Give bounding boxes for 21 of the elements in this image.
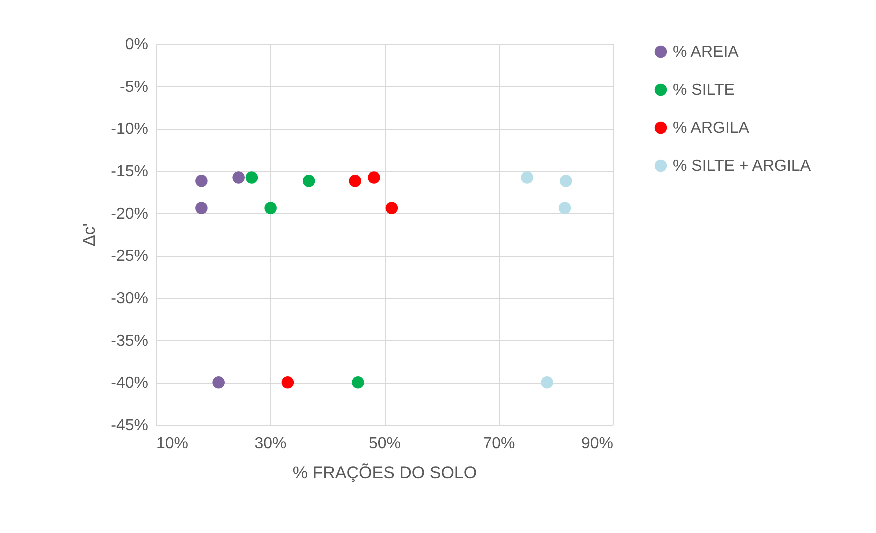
y-tick-label: -35% xyxy=(111,332,148,350)
y-tick-label: -40% xyxy=(111,375,148,392)
y-axis-title: Δc' xyxy=(80,223,100,247)
legend-label: % SILTE xyxy=(673,82,735,99)
y-tick-label: -20% xyxy=(111,206,148,223)
y-tick-label: -15% xyxy=(111,164,148,180)
y-tick-label: 0% xyxy=(125,36,148,54)
legend-label: % SILTE + ARGILA xyxy=(673,158,812,175)
x-axis-title: % FRAÇÕES DO SOLO xyxy=(292,464,478,482)
x-tick-label: 90% xyxy=(581,436,614,452)
y-tick-label: -25% xyxy=(111,248,148,266)
x-tick-label: 10% xyxy=(156,436,189,452)
y-tick-label: -45% xyxy=(111,418,148,434)
y-tick-label: -10% xyxy=(111,121,148,138)
legend-label: % AREIA xyxy=(673,44,740,61)
y-tick-label: -30% xyxy=(111,290,148,308)
x-tick-label: 30% xyxy=(254,436,287,452)
x-tick-label: 50% xyxy=(368,436,402,452)
legend-label: % ARGILA xyxy=(673,120,750,137)
x-tick-label: 70% xyxy=(483,436,516,452)
y-tick-label: -5% xyxy=(120,78,148,96)
